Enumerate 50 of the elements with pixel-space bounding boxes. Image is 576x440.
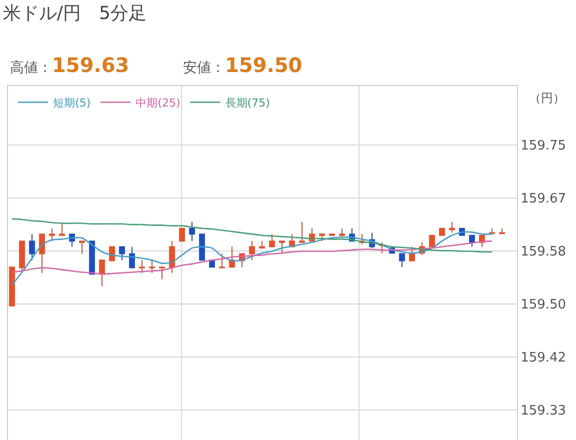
text: 高値：159.63	[10, 53, 130, 77]
legend-label: 長期(75)	[225, 96, 270, 110]
candlestick	[319, 234, 325, 242]
candlestick	[439, 228, 445, 236]
candlestick	[89, 240, 95, 275]
candlestick	[339, 228, 345, 238]
chart-title: 米ドル/円 5分足	[2, 3, 146, 24]
candlestick	[19, 240, 25, 273]
candlestick	[179, 228, 185, 242]
candlestick	[99, 260, 105, 287]
text: 安値：159.50	[183, 53, 302, 77]
candlestick	[269, 234, 275, 248]
legend-label: 短期(5)	[53, 96, 91, 110]
candlestick	[59, 222, 65, 236]
candlestick	[159, 266, 165, 280]
candlestick	[119, 246, 125, 261]
candlestick	[49, 228, 55, 242]
candlestick	[169, 240, 175, 274]
y-tick-label: 159.42	[520, 350, 566, 366]
candlestick	[299, 222, 305, 243]
candlestick	[219, 253, 225, 268]
line-series	[11, 231, 493, 286]
candlestick	[39, 234, 45, 274]
candlestick	[279, 240, 285, 254]
y-tick-label: 159.67	[520, 192, 566, 207]
candlestick	[149, 260, 155, 274]
candlestick	[109, 246, 115, 262]
y-axis-title: （円）	[529, 91, 565, 105]
candlestick	[249, 240, 255, 261]
y-tick-label: 159.58	[520, 244, 566, 260]
candlestick	[139, 260, 145, 274]
candlestick	[259, 240, 265, 249]
candlestick	[189, 222, 195, 242]
line-series	[11, 240, 493, 275]
candlestick	[409, 246, 415, 262]
y-tick-label: 159.50	[520, 298, 566, 313]
candlestick	[429, 234, 435, 248]
y-tick-label: 159.33	[520, 403, 566, 418]
candlestick	[79, 240, 85, 254]
legend-label: 中期(25)	[136, 96, 180, 110]
y-tick-label: 159.75	[520, 138, 566, 154]
candlestick	[129, 246, 135, 268]
candlestick	[469, 234, 475, 248]
candlestick	[449, 222, 455, 234]
line-series	[11, 218, 493, 253]
candlestick	[399, 253, 405, 268]
candlestick	[9, 266, 15, 306]
candlestick	[499, 228, 505, 234]
candlestick	[29, 234, 35, 261]
candlestick	[199, 234, 205, 261]
